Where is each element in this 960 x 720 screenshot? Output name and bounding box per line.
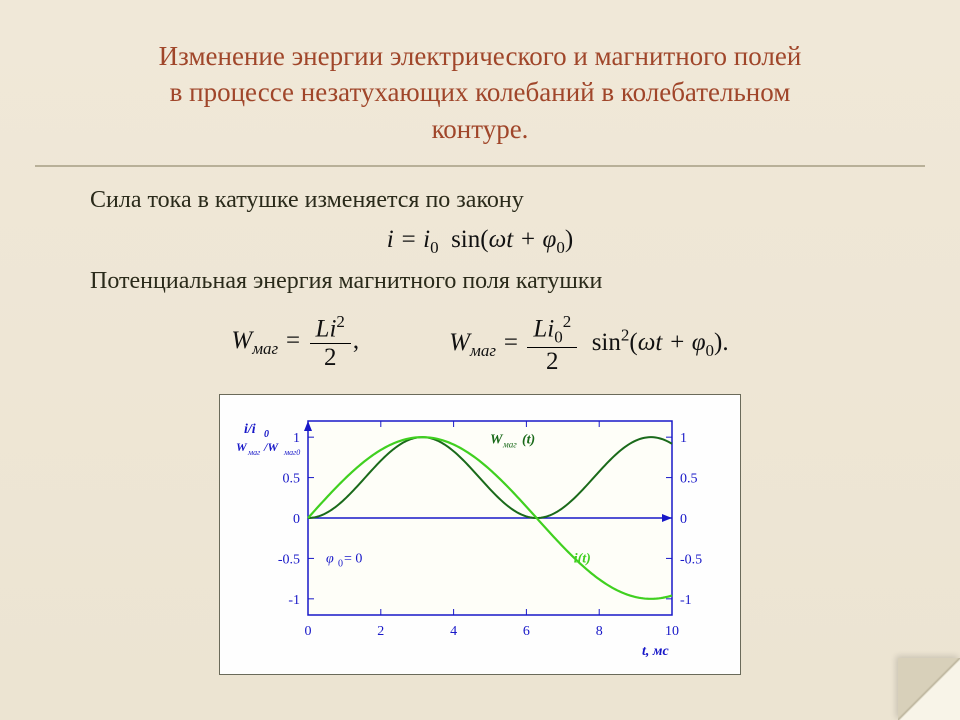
svg-text:-0.5: -0.5 — [680, 552, 702, 567]
svg-text:8: 8 — [596, 624, 603, 639]
formula-wmag-2: Wмаг = Li02 2 sin2(ωt + φ0). — [449, 313, 728, 376]
svg-text:-1: -1 — [288, 593, 300, 608]
title-line-2: в процессе незатухающих колебаний в коле… — [170, 77, 791, 107]
svg-text:i/i: i/i — [244, 422, 256, 437]
svg-text:0: 0 — [305, 624, 312, 639]
subtitle-energy: Потенциальная энергия магнитного поля ка… — [0, 258, 960, 307]
title-line-3: контуре. — [432, 114, 529, 144]
formula-row: Wмаг = Li2 2 , Wмаг = Li02 2 sin2(ωt + φ… — [0, 313, 960, 376]
svg-text:0: 0 — [338, 558, 343, 569]
svg-text:2: 2 — [377, 624, 384, 639]
svg-text:маг0: маг0 — [283, 448, 300, 457]
svg-text:маг: маг — [502, 439, 517, 449]
subtitle-current-law: Сила тока в катушке изменяется по закону — [0, 187, 960, 226]
svg-text:0: 0 — [264, 429, 269, 440]
svg-text:i(t): i(t) — [574, 551, 591, 566]
svg-text:(t): (t) — [522, 432, 535, 447]
svg-text:-0.5: -0.5 — [278, 552, 300, 567]
svg-text:= 0: = 0 — [344, 551, 362, 566]
svg-text:t, мс: t, мс — [642, 644, 669, 659]
svg-text:φ: φ — [326, 551, 334, 566]
svg-text:/W: /W — [263, 440, 279, 454]
svg-text:0.5: 0.5 — [680, 471, 698, 486]
divider — [35, 165, 925, 167]
formula-wmag-1: Wмаг = Li2 2 , — [231, 313, 359, 376]
svg-text:1: 1 — [293, 431, 300, 446]
formula-current: i = i0 sin(ωt + φ0) — [0, 226, 960, 258]
chart-svg: 0246810-1-1-0.5-0.5000.50.511i/i0Wмаг/Wм… — [230, 403, 730, 663]
svg-text:-1: -1 — [680, 593, 692, 608]
svg-text:маг: маг — [247, 448, 260, 457]
svg-text:1: 1 — [680, 431, 687, 446]
chart-container: 0246810-1-1-0.5-0.5000.50.511i/i0Wмаг/Wм… — [0, 394, 960, 675]
page-title: Изменение энергии электрического и магни… — [0, 0, 960, 165]
page-curl-icon — [898, 658, 960, 720]
title-line-1: Изменение энергии электрического и магни… — [159, 41, 802, 71]
chart-frame: 0246810-1-1-0.5-0.5000.50.511i/i0Wмаг/Wм… — [219, 394, 741, 675]
svg-text:W: W — [236, 440, 248, 454]
svg-text:4: 4 — [450, 624, 457, 639]
svg-text:0.5: 0.5 — [283, 471, 301, 486]
svg-text:0: 0 — [293, 512, 300, 527]
slide: Изменение энергии электрического и магни… — [0, 0, 960, 720]
svg-text:6: 6 — [523, 624, 530, 639]
svg-text:10: 10 — [665, 624, 679, 639]
svg-text:W: W — [490, 432, 504, 447]
svg-text:0: 0 — [680, 512, 687, 527]
